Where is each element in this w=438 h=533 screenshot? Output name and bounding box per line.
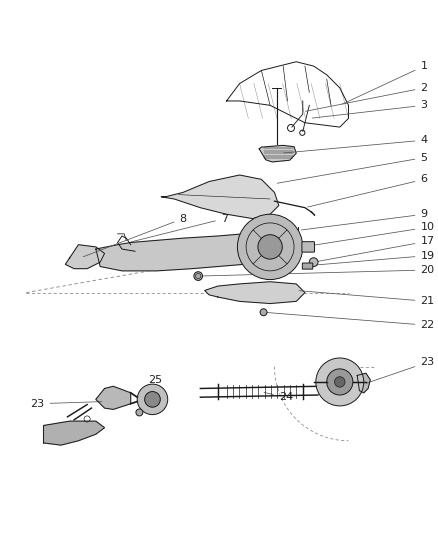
Polygon shape xyxy=(96,386,131,409)
Text: 1: 1 xyxy=(343,61,427,104)
Polygon shape xyxy=(205,282,305,303)
Text: 4: 4 xyxy=(284,135,427,153)
Text: 17: 17 xyxy=(316,236,434,262)
Circle shape xyxy=(260,309,267,316)
Text: 9: 9 xyxy=(301,209,427,230)
Circle shape xyxy=(136,409,143,416)
Text: 3: 3 xyxy=(312,100,427,118)
Circle shape xyxy=(316,358,364,406)
FancyBboxPatch shape xyxy=(302,263,313,269)
Circle shape xyxy=(327,369,353,395)
Circle shape xyxy=(237,214,303,280)
Text: 20: 20 xyxy=(201,265,434,276)
Polygon shape xyxy=(43,421,105,445)
Circle shape xyxy=(335,377,345,387)
Circle shape xyxy=(145,392,160,407)
FancyBboxPatch shape xyxy=(302,241,314,252)
Text: 19: 19 xyxy=(306,251,434,266)
Text: 2: 2 xyxy=(305,83,427,111)
Text: 6: 6 xyxy=(307,174,427,207)
Text: 24: 24 xyxy=(264,392,293,402)
Text: 7: 7 xyxy=(131,214,228,242)
Circle shape xyxy=(309,258,318,266)
Text: 5: 5 xyxy=(277,152,427,183)
Text: 21: 21 xyxy=(299,290,434,306)
Polygon shape xyxy=(65,245,105,269)
Text: 10: 10 xyxy=(306,222,434,246)
Polygon shape xyxy=(357,373,370,393)
Polygon shape xyxy=(96,232,270,271)
Polygon shape xyxy=(161,175,279,219)
Text: 23: 23 xyxy=(366,357,434,383)
Text: 8: 8 xyxy=(83,214,187,257)
Text: 23: 23 xyxy=(31,399,102,409)
Polygon shape xyxy=(259,146,296,162)
Circle shape xyxy=(258,235,282,259)
Text: 22: 22 xyxy=(266,312,434,330)
Circle shape xyxy=(137,384,168,415)
Text: 25: 25 xyxy=(141,375,162,410)
Circle shape xyxy=(194,272,202,280)
